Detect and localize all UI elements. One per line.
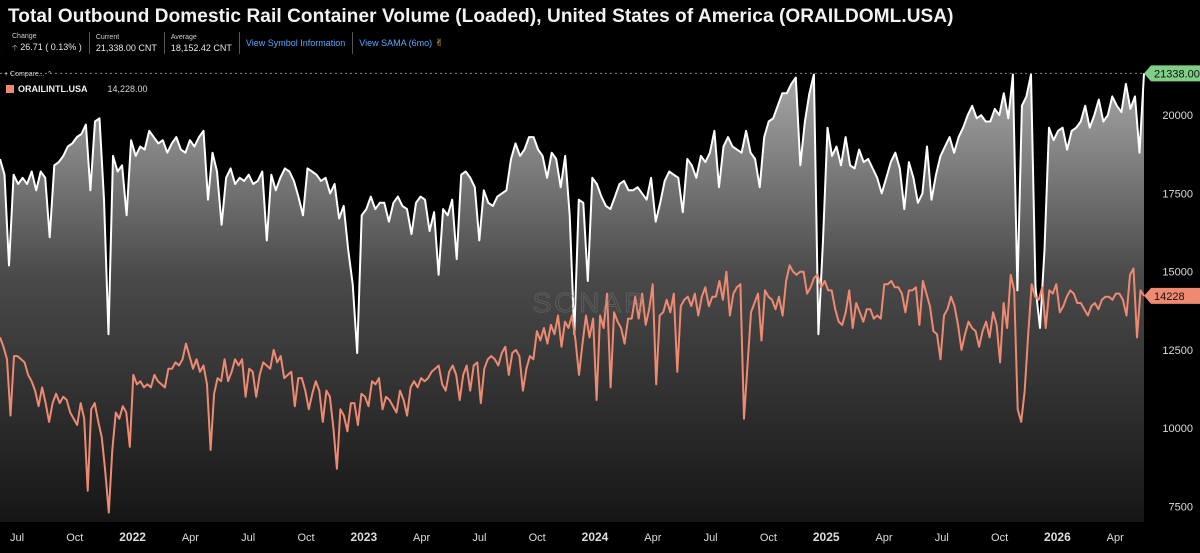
legend-series-value: 14,228.00 bbox=[107, 84, 148, 94]
compare-button[interactable]: + Compare... ⌃ bbox=[4, 70, 53, 78]
y-tick-label: 17500 bbox=[1162, 188, 1193, 200]
chart-title: Total Outbound Domestic Rail Container V… bbox=[8, 6, 954, 27]
stat-current-label: Current bbox=[95, 33, 120, 41]
plus-icon: + bbox=[4, 71, 9, 78]
stat-average: Average 18,152.42 CNT bbox=[171, 32, 240, 54]
primary-current-badge-text: 21338.00 bbox=[1154, 68, 1200, 80]
x-tick-label: Oct bbox=[529, 532, 546, 544]
primary-current-badge-shape bbox=[1144, 65, 1200, 82]
stat-change-value: 🡡 26.71 ( 0.13% ) bbox=[12, 41, 82, 54]
secondary-current-badge: 14228 bbox=[1144, 287, 1200, 304]
x-tick-label: Apr bbox=[413, 532, 430, 544]
view-sama-link[interactable]: View SAMA (6mo) ✌ bbox=[359, 32, 450, 54]
x-tick-label: 2022 bbox=[119, 530, 146, 544]
stat-average-value: 18,152.42 CNT bbox=[170, 42, 232, 53]
primary-series-line bbox=[0, 73, 1145, 354]
x-tick-label: Jul bbox=[704, 532, 718, 544]
x-tick-label: Oct bbox=[991, 532, 1008, 544]
x-tick-label: Oct bbox=[760, 532, 777, 544]
arrow-up-icon: 🡡 bbox=[12, 43, 18, 52]
sama-icon: ✌ bbox=[435, 37, 444, 49]
x-tick-label: Jul bbox=[10, 532, 24, 544]
x-tick-label: Jul bbox=[935, 532, 949, 544]
stat-change-number: 26.71 ( 0.13% ) bbox=[20, 42, 82, 52]
x-tick-label: 2024 bbox=[582, 530, 609, 544]
x-tick-label: Apr bbox=[1107, 532, 1124, 544]
compare-label: Compare... bbox=[10, 71, 45, 78]
x-tick-label: 2025 bbox=[813, 530, 840, 544]
x-tick-label: Apr bbox=[644, 532, 661, 544]
stat-current: Current 21,338.00 CNT bbox=[96, 32, 165, 54]
legend: ORAILINTL.USA 14,228.00 bbox=[6, 84, 148, 94]
legend-series-name: ORAILINTL.USA bbox=[18, 84, 88, 94]
x-tick-label: Jul bbox=[241, 532, 255, 544]
stat-average-label: Average bbox=[170, 33, 197, 41]
plot-area bbox=[0, 72, 1145, 523]
view-sama-label: View SAMA (6mo) bbox=[359, 38, 433, 48]
x-tick-label: Jul bbox=[472, 532, 486, 544]
x-tick-label: Oct bbox=[297, 532, 314, 544]
y-tick-label: 12500 bbox=[1162, 345, 1193, 357]
stat-current-value: 21,338.00 CNT bbox=[95, 42, 157, 53]
y-tick-label: 7500 bbox=[1169, 501, 1193, 513]
x-tick-label: Apr bbox=[182, 532, 199, 544]
secondary-current-badge-shape bbox=[1144, 287, 1200, 304]
legend-swatch bbox=[6, 85, 14, 93]
sonar-watermark: SONAR bbox=[533, 287, 648, 318]
stat-change: Change 🡡 26.71 ( 0.13% ) bbox=[12, 32, 90, 54]
x-tick-label: Apr bbox=[875, 532, 892, 544]
stat-change-label: Change bbox=[12, 33, 37, 40]
view-symbol-information-link[interactable]: View Symbol Information bbox=[246, 32, 354, 54]
secondary-current-badge-text: 14228 bbox=[1154, 291, 1185, 303]
secondary-series-line bbox=[0, 264, 1145, 514]
x-axis: Jul Oct 2022 Apr Jul Oct 2023 Apr Jul Oct 2024 Apr J… bbox=[10, 530, 1124, 544]
x-tick-label: 2026 bbox=[1044, 530, 1071, 544]
primary-current-badge: 21338.00 bbox=[1144, 65, 1200, 82]
y-axis: 21338.00 14228 7500 10000 12500 15000 17500 200… bbox=[1144, 65, 1200, 513]
x-tick-label: 2023 bbox=[350, 530, 377, 544]
x-tick-label: Oct bbox=[66, 532, 83, 544]
y-tick-label: 15000 bbox=[1162, 267, 1193, 279]
y-tick-label: 20000 bbox=[1162, 110, 1193, 122]
y-tick-label: 10000 bbox=[1162, 423, 1193, 435]
chevron-up-icon: ⌃ bbox=[46, 71, 53, 78]
stats-bar: Change 🡡 26.71 ( 0.13% ) Current 21,338.… bbox=[12, 32, 457, 54]
